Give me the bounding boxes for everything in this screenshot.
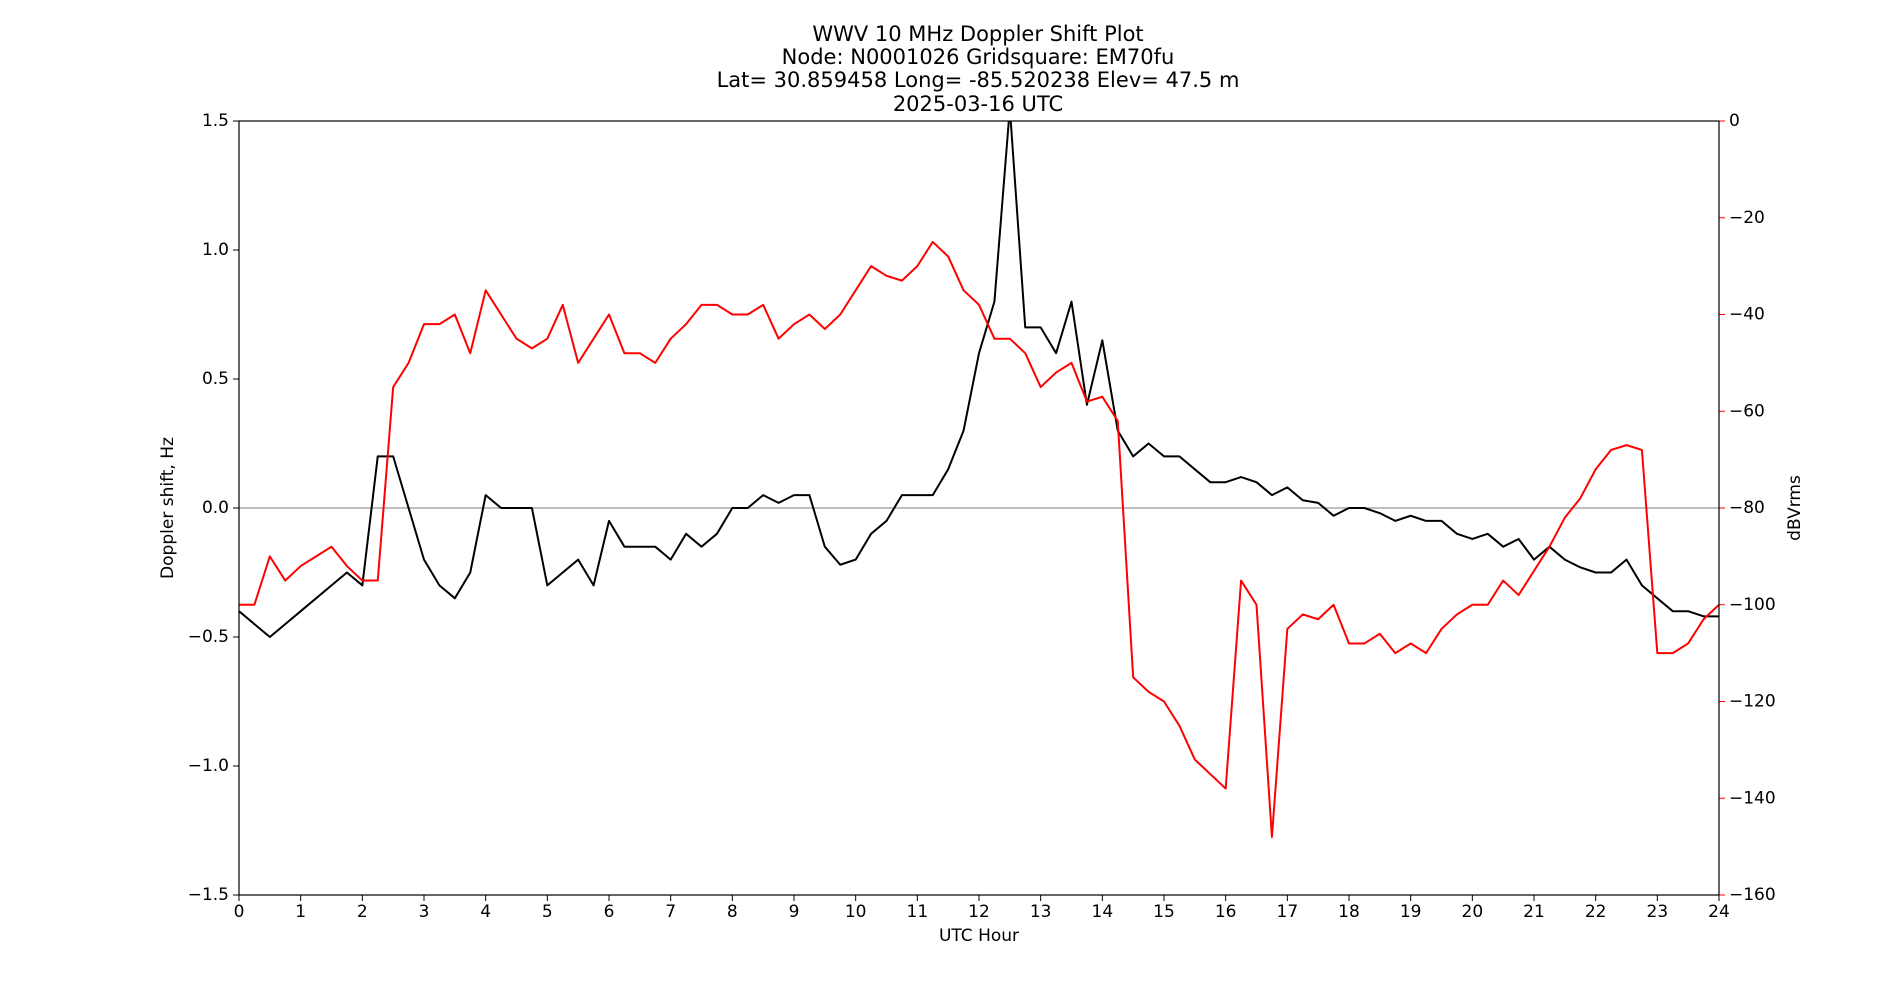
x-tick-label: 13 — [1030, 902, 1052, 922]
chart-title: WWV 10 MHz Doppler Shift Plot — [812, 22, 1143, 46]
x-tick-label: 11 — [907, 902, 929, 922]
y2-tick-label: −40 — [1729, 305, 1765, 325]
plot-frame — [238, 120, 1720, 896]
y-tick-label: 0.0 — [202, 498, 229, 518]
y-tick-label: 1.5 — [202, 111, 229, 131]
data-line — [239, 240, 1719, 838]
x-tick-label: 7 — [665, 902, 676, 922]
y2-tick-label: −100 — [1729, 595, 1776, 615]
y2-axis-label: dBVrms — [1785, 475, 1805, 541]
y-axis-label: Doppler shift, Hz — [158, 437, 178, 579]
x-tick-label: 4 — [480, 902, 491, 922]
chart-subtitle: Node: N0001026 Gridsquare: EM70fu — [782, 45, 1175, 69]
x-tick-label: 9 — [789, 902, 800, 922]
x-axis-label: UTC Hour — [939, 926, 1019, 946]
y-tick-label: −1.5 — [188, 885, 229, 905]
y-tick-label: 0.5 — [202, 369, 229, 389]
x-tick-label: 3 — [419, 902, 430, 922]
y-tick-label: −0.5 — [188, 627, 229, 647]
y2-tick-label: −120 — [1729, 692, 1776, 712]
y-tick-label: 1.0 — [202, 240, 229, 260]
x-tick-label: 23 — [1647, 902, 1669, 922]
x-tick-label: 18 — [1338, 902, 1360, 922]
y2-tick-label: −80 — [1729, 498, 1765, 518]
x-tick-label: 10 — [845, 902, 867, 922]
x-tick-label: 8 — [727, 902, 738, 922]
x-tick-label: 17 — [1277, 902, 1299, 922]
y2-tick-label: −140 — [1729, 788, 1776, 808]
x-tick-label: 15 — [1153, 902, 1175, 922]
x-tick-label: 14 — [1092, 902, 1114, 922]
data-line — [239, 121, 1719, 638]
x-tick-label: 12 — [968, 902, 990, 922]
x-tick-label: 0 — [234, 902, 245, 922]
x-tick-label: 21 — [1523, 902, 1545, 922]
y2-tick-label: −160 — [1729, 885, 1776, 905]
x-tick-label: 19 — [1400, 902, 1422, 922]
x-tick-label: 24 — [1708, 902, 1730, 922]
x-tick-label: 1 — [295, 902, 306, 922]
y-tick-label: −1.0 — [188, 756, 229, 776]
x-tick-label: 20 — [1462, 902, 1484, 922]
y2-tick-label: −60 — [1729, 401, 1765, 421]
x-tick-label: 22 — [1585, 902, 1607, 922]
x-tick-label: 2 — [357, 902, 368, 922]
chart-subtitle: Lat= 30.859458 Long= -85.520238 Elev= 47… — [717, 68, 1240, 92]
y2-tick-label: 0 — [1729, 111, 1740, 131]
x-tick-label: 16 — [1215, 902, 1237, 922]
x-tick-label: 6 — [604, 902, 615, 922]
x-tick-label: 5 — [542, 902, 553, 922]
y2-tick-label: −20 — [1729, 208, 1765, 228]
chart-subtitle: 2025-03-16 UTC — [893, 92, 1063, 116]
